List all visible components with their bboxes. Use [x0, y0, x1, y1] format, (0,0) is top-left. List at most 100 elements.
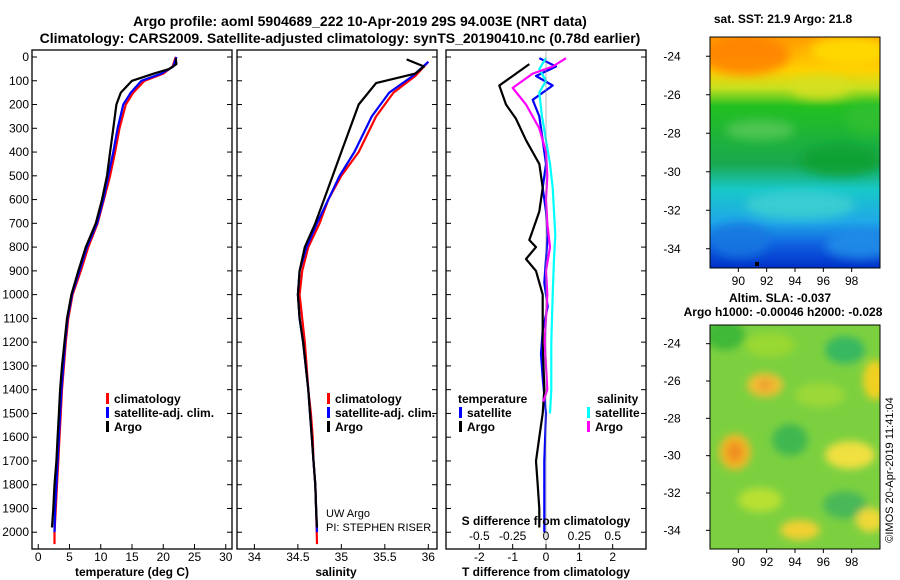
lat-tick-label: -32	[663, 486, 681, 500]
sst-map	[710, 37, 880, 268]
temperature-panel-frame	[31, 49, 233, 550]
sst-title: sat. SST: 21.9 Argo: 21.8	[714, 12, 853, 26]
legend-argo-label: Argo	[335, 420, 363, 434]
depth-tick-label: 200	[9, 98, 29, 112]
lat-tick-label: -28	[663, 411, 681, 425]
series-line-argo	[296, 58, 426, 528]
lon-tick-label: 96	[817, 555, 831, 569]
x-tick-label: 34	[248, 550, 262, 564]
s-tick-label: -0.25	[499, 529, 527, 543]
depth-tick-label: 1300	[2, 359, 29, 373]
temperature-plot	[50, 56, 178, 545]
x-tick-label: 25	[188, 550, 202, 564]
depth-tick-label: 1800	[2, 478, 29, 492]
depth-tick-label: 400	[9, 145, 29, 159]
lon-tick-label: 92	[760, 274, 774, 288]
sst-float-marker	[755, 262, 759, 266]
depth-tick-label: 1700	[2, 454, 29, 468]
legend-s-argo-label: Argo	[595, 420, 623, 434]
salinity-x-axis: 34 34.5 35 35.5 36	[248, 544, 436, 564]
title-line-2: Climatology: CARS2009. Satellite-adjuste…	[40, 30, 641, 46]
lon-tick-label: 92	[760, 555, 774, 569]
temperature-axis-label: temperature (deg C)	[75, 565, 189, 579]
lat-tick-label: -30	[663, 449, 681, 463]
lat-tick-label: -24	[663, 337, 681, 351]
difference-legend: temperature salinity satellite Argo sate…	[458, 392, 640, 434]
x-tick-label: -2	[474, 550, 485, 564]
legend-satellite-swatch	[327, 407, 330, 418]
legend-t-argo-swatch	[459, 421, 462, 432]
salinity-axis-label: salinity	[315, 565, 357, 579]
x-tick-label: 15	[125, 550, 139, 564]
imos-credit: ©IMOS 20-Apr-2019 11:41:04	[884, 397, 896, 542]
lat-tick-label: -28	[663, 126, 681, 140]
legend-temperature-title: temperature	[458, 392, 528, 406]
lat-tick-label: -34	[663, 523, 681, 537]
lat-tick-label: -26	[663, 88, 681, 102]
depth-tick-label: 0	[22, 50, 29, 64]
lat-tick-label: -34	[663, 242, 681, 256]
temperature-x-axis: 0 5 10 15 20 25 30	[35, 544, 233, 564]
s-tick-label: 0.5	[604, 529, 621, 543]
t-difference-axis-label: T difference from climatology	[462, 565, 630, 579]
salinity-plot	[296, 58, 430, 545]
depth-tick-label: 2000	[2, 525, 29, 539]
depth-tick-label: 300	[9, 121, 29, 135]
lon-tick-label: 98	[845, 274, 859, 288]
legend-satellite-swatch	[106, 407, 109, 418]
float-operator-annotation: UW Argo	[326, 508, 370, 520]
legend-argo-swatch	[327, 421, 330, 432]
lat-tick-label: -24	[663, 49, 681, 63]
lon-tick-label: 96	[817, 274, 831, 288]
x-tick-label: 5	[66, 550, 73, 564]
legend-argo-swatch	[106, 421, 109, 432]
depth-tick-label: 1100	[3, 311, 29, 325]
lat-tick-label: -30	[663, 165, 681, 179]
legend-climatology-label: climatology	[114, 392, 181, 406]
depth-axis: 0 100 200 300 400 500 600 700 800 900 1000 1100 1200…	[2, 50, 646, 539]
depth-tick-label: 1500	[2, 406, 29, 420]
x-tick-label: 34.5	[286, 550, 310, 564]
title-line-1: Argo profile: aoml 5904689_222 10-Apr-20…	[133, 13, 587, 29]
depth-tick-label: 700	[9, 216, 29, 230]
legend-satellite-label: satellite-adj. clim.	[335, 406, 435, 420]
float-pi-annotation: PI: STEPHEN RISER	[326, 522, 431, 534]
x-tick-label: 20	[157, 550, 171, 564]
s-tick-label: 0.25	[568, 529, 592, 543]
depth-tick-label: 800	[9, 240, 29, 254]
sla-map-axes: 90 92 94 96 98 -24 -26 -28 -30 -32 -34	[663, 337, 858, 569]
depth-tick-label: 1600	[2, 430, 29, 444]
lon-tick-label: 94	[788, 274, 802, 288]
difference-x-axis: -2 -1 0 1 2	[474, 544, 616, 564]
s-difference-axis-label: S difference from climatology	[462, 514, 631, 528]
s-tick-label: -0.5	[469, 529, 490, 543]
salinity-panel-frame	[236, 49, 438, 550]
s-difference-ticks: -0.5 -0.25 0 0.25 0.5	[469, 529, 621, 543]
x-tick-label: 35	[335, 550, 349, 564]
lon-tick-label: 94	[788, 555, 802, 569]
depth-tick-label: 1000	[2, 288, 29, 302]
x-tick-label: 10	[94, 550, 108, 564]
x-tick-label: 0	[35, 550, 42, 564]
legend-climatology-label: climatology	[335, 392, 402, 406]
x-tick-label: 36	[422, 550, 436, 564]
depth-tick-label: 1200	[2, 335, 29, 349]
lon-tick-label: 90	[732, 555, 746, 569]
series-line-argo	[50, 58, 178, 528]
series-line-satellite-adj-clim-	[53, 56, 178, 533]
legend-t-argo-label: Argo	[467, 420, 495, 434]
legend-t-satellite-swatch	[459, 407, 462, 418]
x-tick-label: 1	[576, 550, 583, 564]
legend-salinity-title: salinity	[597, 392, 639, 406]
s-tick-label: 0	[543, 529, 550, 543]
sla-title-line-1: Altim. SLA: -0.037	[729, 291, 831, 305]
depth-tick-label: 100	[9, 74, 29, 88]
x-tick-label: -1	[507, 550, 518, 564]
legend-t-satellite-label: satellite	[467, 406, 512, 420]
x-tick-label: 0	[543, 550, 550, 564]
series-line-climatology	[53, 56, 177, 545]
legend-s-satellite-label: satellite	[595, 406, 640, 420]
depth-tick-label: 1900	[2, 501, 29, 515]
x-tick-label: 30	[219, 550, 233, 564]
series-line-satellite-adj-clim-	[296, 60, 430, 533]
